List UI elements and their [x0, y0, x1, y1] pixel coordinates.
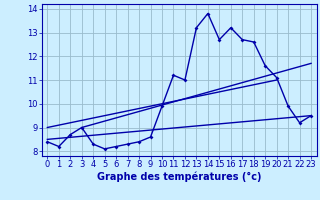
X-axis label: Graphe des températures (°c): Graphe des températures (°c) — [97, 172, 261, 182]
